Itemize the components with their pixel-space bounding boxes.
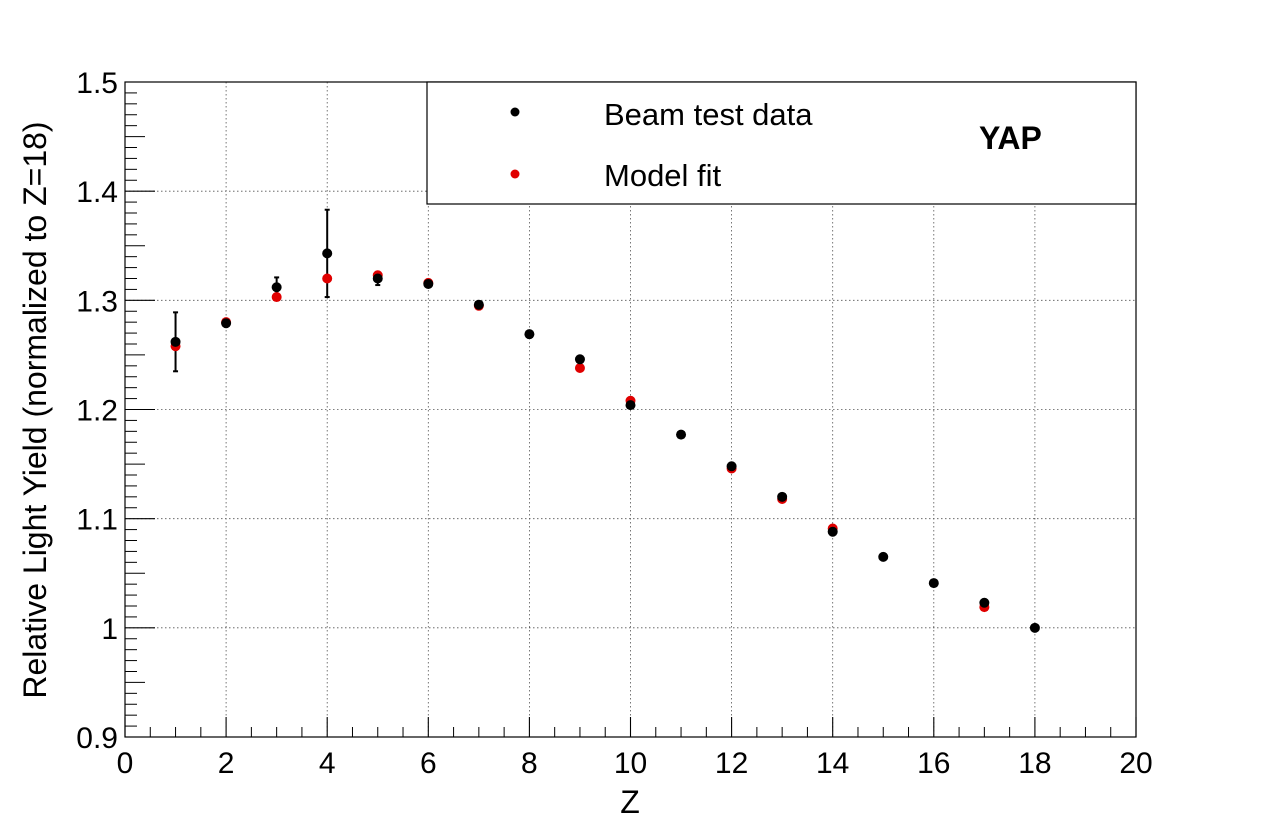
x-tick-label: 14 [816, 747, 849, 780]
x-tick-label: 18 [1018, 747, 1051, 780]
model-fit-point [271, 292, 282, 303]
beam-test-data-point [726, 461, 737, 472]
y-tick-label: 1.5 [76, 67, 118, 100]
beam-test-data-point [777, 491, 788, 502]
beam-test-data-point [574, 354, 585, 365]
beam-test-data-point [928, 578, 939, 589]
model-fit-point [322, 273, 333, 284]
tick-labels: 0 2 4 6 8 10 12 14 16 18 20 0.9 1 1.1 1.2 1.3 1.4 1.5 [76, 67, 1152, 780]
legend-box [426, 81, 1137, 205]
x-tick-label: 12 [715, 747, 748, 780]
y-tick-label: 1 [101, 613, 118, 646]
y-tick-label: 1.3 [76, 285, 118, 318]
model-fit-point [574, 363, 585, 374]
beam-test-data-point [423, 278, 434, 289]
x-tick-label: 16 [917, 747, 950, 780]
beam-test-data-point [170, 336, 181, 347]
x-tick-label: 8 [521, 747, 538, 780]
beam-test-data-point [676, 429, 687, 440]
beam-test-data-point [473, 299, 484, 310]
x-tick-label: 6 [420, 747, 437, 780]
data-points [170, 248, 1040, 633]
beam-test-data-point [827, 526, 838, 537]
beam-test-data-point [271, 282, 282, 293]
x-axis-title: Z [620, 784, 640, 820]
x-tick-label: 10 [614, 747, 647, 780]
legend-marker-beam-test-data [510, 107, 520, 117]
beam-test-data-point [524, 329, 535, 340]
y-tick-label: 1.1 [76, 504, 118, 537]
x-tick-label: 4 [319, 747, 336, 780]
beam-test-data-point [372, 273, 383, 284]
x-tick-label: 2 [218, 747, 235, 780]
y-tick-label: 0.9 [76, 722, 118, 755]
beam-test-data-point [878, 551, 889, 562]
y-tick-label: 1.4 [76, 176, 118, 209]
x-tick-label: 0 [117, 747, 134, 780]
legend: Beam test data Model fit [426, 81, 1137, 205]
beam-test-data-point [1029, 622, 1040, 633]
legend-label-model-fit: Model fit [604, 158, 722, 193]
legend-marker-model-fit [510, 169, 520, 179]
chart-annotation: YAP [979, 120, 1042, 156]
beam-test-data-point [625, 400, 636, 411]
y-tick-label: 1.2 [76, 395, 118, 428]
y-axis-title: Relative Light Yield (normalized to Z=18… [17, 121, 53, 698]
beam-test-data-point [322, 248, 333, 259]
x-tick-label: 20 [1119, 747, 1152, 780]
legend-label-beam-test-data: Beam test data [604, 97, 813, 132]
beam-test-data-point [221, 318, 232, 329]
beam-test-data-point [979, 597, 990, 608]
